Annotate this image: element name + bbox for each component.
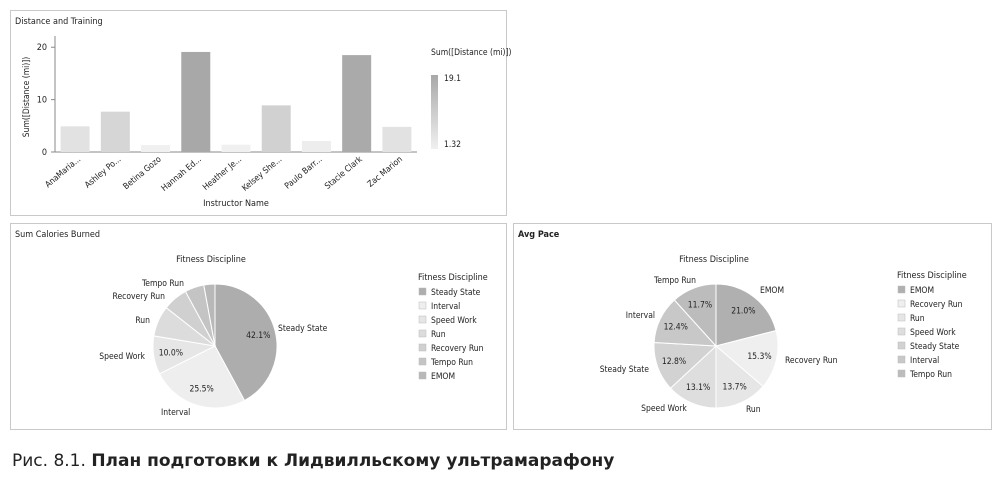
pie-percent-label: 13.1% (686, 383, 710, 393)
pace-panel-title: Avg Pace (518, 230, 560, 240)
legend-swatch (418, 329, 427, 338)
pie-slice-label: Steady State (278, 324, 328, 334)
figure-caption-prefix: Рис. 8.1. (12, 451, 86, 471)
pie-percent-label: 21.0% (731, 307, 755, 317)
legend-swatch (418, 315, 427, 324)
legend-color-ramp (431, 75, 438, 149)
bar (141, 145, 171, 152)
pie-percent-label: 12.8% (662, 357, 686, 367)
distance-panel: Distance and Training (10, 10, 507, 216)
legend-swatch (897, 355, 906, 364)
legend-swatch (897, 341, 906, 350)
legend-item-label: EMOM (431, 372, 455, 382)
legend-max-label: 19.1 (444, 74, 461, 84)
pie-percent-label: 11.7% (688, 300, 712, 310)
x-axis-label: Instructor Name (203, 199, 269, 209)
pie-percent-label: 10.0% (159, 349, 183, 359)
legend-item-label: Interval (431, 302, 460, 312)
pie-slice (714, 329, 779, 388)
legend-swatch (418, 371, 427, 380)
legend-item-label: Recovery Run (431, 344, 484, 354)
pie-slice (203, 283, 216, 347)
legend-item-label: Speed Work (910, 328, 956, 338)
pie-slice (158, 345, 246, 409)
legend-item-label: Tempo Run (909, 370, 952, 380)
pie-slice (214, 283, 278, 402)
legend-min-label: 1.32 (444, 140, 461, 150)
legend-item-label: Run (910, 314, 925, 324)
legend-item-label: Steady State (910, 342, 960, 352)
legend-swatch (897, 369, 906, 378)
bar (342, 55, 372, 152)
pie-slice-label: Interval (626, 311, 655, 321)
pie-percent-label: 25.5% (189, 385, 213, 395)
bar (100, 111, 130, 152)
bar (382, 126, 412, 152)
pie-percent-label: 15.3% (747, 352, 771, 362)
legend-swatch (418, 301, 427, 310)
legend-item-label: Tempo Run (430, 358, 473, 368)
calories-panel-title: Sum Calories Burned (15, 230, 101, 240)
legend-swatch (418, 287, 427, 296)
pie-slice (673, 283, 717, 348)
pie-slice-label: EMOM (760, 286, 784, 296)
figure-caption-title: План подготовки к Лидвилльскому ультрама… (91, 451, 615, 471)
pie-slice-label: Run (135, 316, 150, 326)
legend-swatch (897, 313, 906, 322)
legend-swatch (418, 357, 427, 366)
y-tick-label: 0 (42, 148, 47, 158)
bar (221, 144, 251, 152)
y-tick-label: 10 (37, 96, 47, 106)
pie-slice-label: Speed Work (641, 404, 687, 414)
legend-item-label: Steady State (431, 288, 481, 298)
bar (181, 51, 211, 153)
bar (261, 105, 291, 152)
legend-item-label: Speed Work (431, 316, 477, 326)
distance-panel-title: Distance and Training (15, 17, 103, 27)
pie-slice-label: Interval (161, 408, 190, 418)
legend-swatch (897, 299, 906, 308)
bar (60, 126, 90, 152)
legend-item-label: Run (431, 330, 446, 340)
pie-percent-label: 12.4% (664, 323, 688, 333)
pie-slice-label: Tempo Run (653, 276, 696, 286)
legend-title: Fitness Discipline (418, 273, 488, 283)
pie-slice-label: Tempo Run (141, 279, 184, 289)
figure-caption: Рис. 8.1. План подготовки к Лидвилльском… (12, 451, 614, 471)
pie-slice (715, 344, 764, 409)
pie-slice (715, 283, 777, 347)
legend-item-label: Interval (910, 356, 939, 366)
pie-title: Fitness Discipline (679, 255, 749, 265)
bar (301, 141, 331, 152)
legend-title: Fitness Discipline (897, 271, 967, 281)
y-axis-label: Sum([Distance (mi)]) (22, 57, 32, 138)
legend-title: Sum([Distance (mi)]) (431, 48, 512, 58)
legend-item-label: EMOM (910, 286, 934, 296)
legend-item-label: Recovery Run (910, 300, 963, 310)
pie-percent-label: 13.7% (722, 383, 746, 393)
pie-slice-label: Recovery Run (113, 292, 166, 302)
legend-swatch (897, 327, 906, 336)
pie-slice-label: Steady State (600, 365, 650, 375)
pie-percent-label: 42.1% (246, 331, 270, 341)
pie-slice-label: Recovery Run (785, 356, 838, 366)
pie-title: Fitness Discipline (176, 255, 246, 265)
legend-swatch (418, 343, 427, 352)
legend-swatch (897, 285, 906, 294)
y-tick-label: 20 (37, 43, 47, 53)
pie-slice-label: Speed Work (99, 352, 145, 362)
pie-slice-label: Run (746, 405, 761, 415)
